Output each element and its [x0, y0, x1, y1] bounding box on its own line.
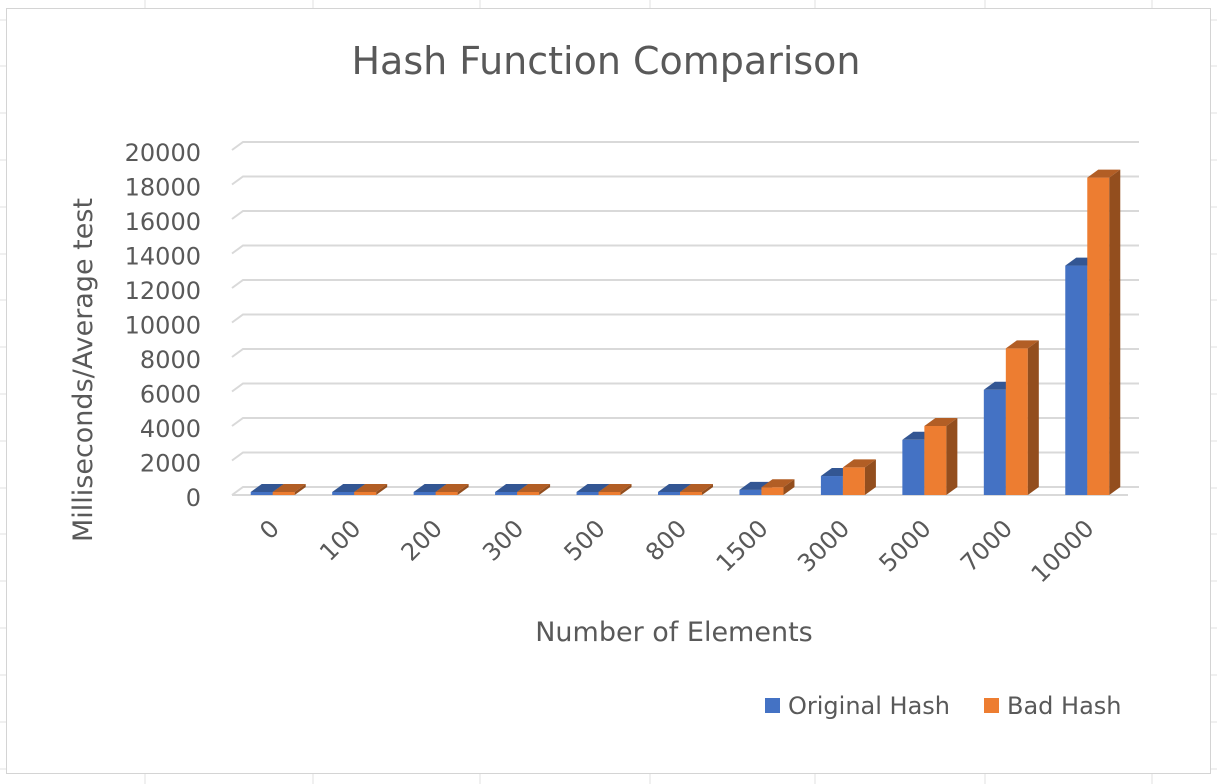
bar-front [495, 492, 518, 495]
bar-series [250, 169, 1121, 495]
bar-bad-hash[interactable] [435, 484, 469, 495]
gridline [231, 313, 1139, 324]
legend-swatch-original-hash [765, 698, 780, 713]
bar-front [820, 476, 843, 495]
bar-front [658, 492, 680, 495]
bar-side [702, 484, 713, 495]
bar-bad-hash[interactable] [517, 484, 551, 495]
bar-bad-hash[interactable] [680, 484, 713, 495]
bar-side [457, 484, 469, 495]
bar-side [376, 484, 388, 495]
x-tick-label: 7000 [955, 514, 1018, 577]
x-axis-title[interactable]: Number of Elements [535, 617, 813, 648]
bar-front [1087, 177, 1110, 495]
x-axis-tick-labels: 0 100 200 300 500 800 1500 3000 5000 7000 10000 [254, 514, 1099, 588]
gridlines [231, 141, 1139, 496]
bar-side [294, 484, 306, 495]
bar-front [598, 492, 621, 495]
x-tick-label: 100 [314, 514, 366, 566]
gridline [231, 141, 1139, 151]
y-tick-label: 0 [186, 484, 201, 512]
bar-front [250, 492, 273, 495]
legend[interactable]: Original Hash Bad Hash [765, 692, 1122, 720]
legend-label-original-hash: Original Hash [788, 692, 950, 720]
bar-bad-hash[interactable] [761, 479, 795, 495]
bar-bad-hash[interactable] [842, 459, 876, 495]
bar-front [413, 492, 436, 495]
bar-front [761, 487, 784, 495]
y-tick-label: 16000 [125, 208, 201, 236]
gridline [231, 244, 1139, 255]
y-tick-label: 18000 [125, 174, 201, 202]
y-tick-label: 8000 [140, 346, 201, 374]
bar-front [517, 492, 540, 495]
x-tick-label: 3000 [792, 514, 855, 577]
gridline [231, 175, 1139, 186]
bar-front [1065, 265, 1088, 495]
bar-bad-hash[interactable] [598, 484, 632, 495]
bar-front [272, 492, 295, 495]
x-tick-label: 800 [640, 514, 692, 566]
gridline [231, 417, 1139, 427]
gridline [231, 210, 1139, 220]
bar-front [576, 492, 599, 495]
x-tick-label: 0 [254, 514, 285, 545]
y-tick-label: 20000 [125, 139, 201, 167]
x-tick-label: 200 [396, 514, 448, 566]
bar-bad-hash[interactable] [1005, 340, 1039, 495]
bar-front [739, 489, 762, 495]
bar-side [620, 484, 632, 495]
bar-bad-hash[interactable] [1087, 169, 1121, 495]
x-tick-label: 1500 [711, 514, 774, 577]
bar-front [983, 389, 1006, 495]
y-tick-label: 4000 [140, 415, 201, 443]
bar-front [435, 492, 458, 495]
bar-side [946, 418, 958, 495]
bar-front [924, 426, 947, 495]
bar-side [783, 479, 795, 495]
bar-front [680, 492, 702, 495]
bar-front [354, 492, 377, 495]
bar-bad-hash[interactable] [272, 484, 306, 495]
bar-front [1005, 348, 1028, 495]
gridline [231, 382, 1139, 393]
bar-front [332, 492, 355, 495]
x-tick-label: 5000 [874, 514, 937, 577]
bar-side [864, 459, 876, 495]
y-tick-label: 14000 [125, 243, 201, 271]
y-tick-label: 12000 [125, 277, 201, 305]
bar-front [902, 439, 925, 495]
gridline [231, 348, 1139, 358]
bar-bad-hash[interactable] [924, 418, 958, 495]
x-tick-label: 500 [559, 514, 611, 566]
bar-side [1109, 169, 1121, 495]
chart-title[interactable]: Hash Function Comparison [351, 39, 860, 83]
x-tick-label: 300 [477, 514, 529, 566]
gridline [231, 451, 1139, 462]
bar-side [539, 484, 551, 495]
bar-bad-hash[interactable] [354, 484, 388, 495]
bar-front [842, 467, 865, 495]
bar-side [1027, 340, 1039, 495]
x-tick-label: 10000 [1026, 514, 1100, 588]
y-axis-tick-labels: 0 2000 4000 6000 8000 10000 12000 14000 16000 180… [125, 139, 201, 512]
gridline [231, 279, 1139, 289]
legend-label-bad-hash: Bad Hash [1007, 692, 1122, 720]
y-tick-label: 6000 [140, 381, 201, 409]
legend-swatch-bad-hash [984, 698, 999, 713]
y-tick-label: 2000 [140, 450, 201, 478]
y-tick-label: 10000 [125, 312, 201, 340]
y-axis-title[interactable]: Milliseconds/Average test [68, 198, 99, 542]
